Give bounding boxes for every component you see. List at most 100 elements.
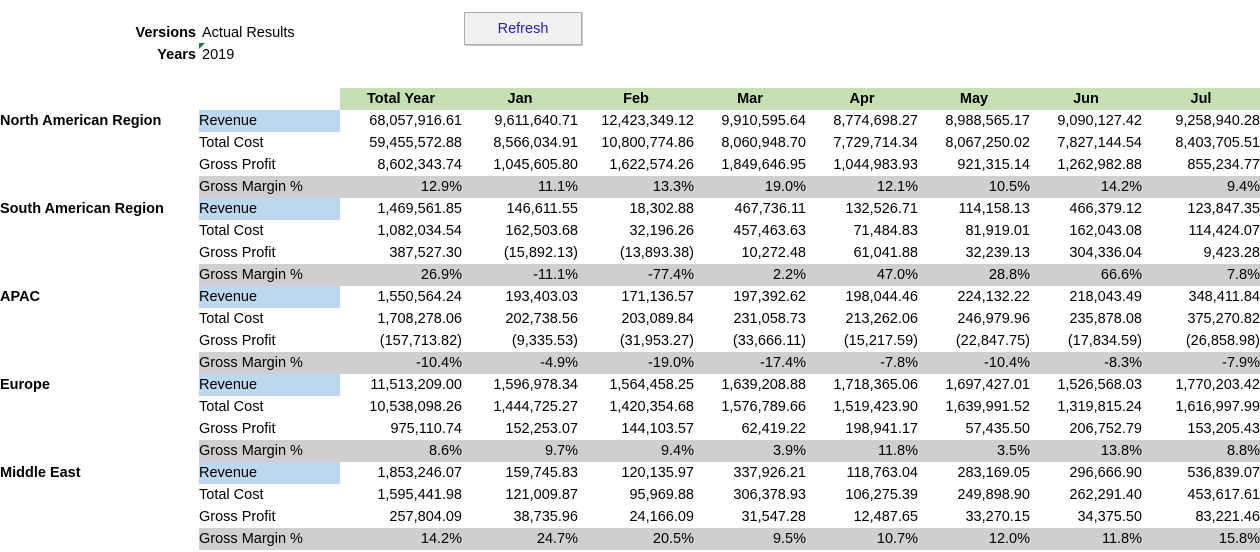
value-cell[interactable]: (22,847.75) [955, 333, 1030, 349]
value-cell[interactable]: 120,135.97 [621, 465, 694, 481]
value-cell[interactable]: 193,403.03 [505, 289, 578, 305]
value-cell[interactable]: 152,253.07 [505, 421, 578, 437]
value-cell[interactable]: 921,315.14 [957, 157, 1030, 173]
value-cell[interactable]: 7,729,714.34 [833, 135, 918, 151]
value-cell[interactable]: 1,550,564.24 [377, 289, 462, 305]
value-cell[interactable]: 12,487.65 [853, 509, 918, 525]
value-cell[interactable]: 47.0% [806, 264, 918, 286]
value-cell[interactable]: 8.6% [340, 440, 462, 462]
value-cell[interactable]: 11.1% [462, 176, 578, 198]
value-cell[interactable]: 162,043.08 [1069, 223, 1142, 239]
value-cell[interactable]: 1,469,561.85 [377, 201, 462, 217]
refresh-button[interactable]: Refresh [464, 12, 582, 45]
value-cell[interactable]: -4.9% [462, 352, 578, 374]
value-cell[interactable]: 213,262.06 [845, 311, 918, 327]
value-cell[interactable]: (15,217.59) [843, 333, 918, 349]
value-cell[interactable]: 1,616,997.99 [1175, 399, 1260, 415]
value-cell[interactable]: 8.8% [1142, 440, 1260, 462]
value-cell[interactable]: 10.5% [918, 176, 1030, 198]
value-cell[interactable]: 257,804.09 [389, 509, 462, 525]
metric-label[interactable]: Revenue [199, 462, 340, 484]
value-cell[interactable]: -10.4% [918, 352, 1030, 374]
value-cell[interactable]: 68,057,916.61 [369, 113, 462, 129]
value-cell[interactable]: 1,082,034.54 [377, 223, 462, 239]
value-cell[interactable]: 9,423.28 [1203, 245, 1260, 261]
value-cell[interactable]: 132,526.71 [845, 201, 918, 217]
value-cell[interactable]: 1,639,991.52 [945, 399, 1030, 415]
value-cell[interactable]: 162,503.68 [505, 223, 578, 239]
metric-label[interactable]: Revenue [199, 110, 340, 132]
value-cell[interactable]: 95,969.88 [629, 487, 694, 503]
value-cell[interactable]: 235,878.08 [1069, 311, 1142, 327]
value-cell[interactable]: 536,839.07 [1187, 465, 1260, 481]
value-cell[interactable]: 8,403,705.51 [1175, 135, 1260, 151]
value-cell[interactable]: 10,800,774.86 [601, 135, 694, 151]
value-cell[interactable]: 171,136.57 [621, 289, 694, 305]
region-label[interactable]: Middle East [0, 465, 81, 481]
value-cell[interactable]: 203,089.84 [621, 311, 694, 327]
value-cell[interactable]: 1,044,983.93 [833, 157, 918, 173]
value-cell[interactable]: 3.5% [918, 440, 1030, 462]
region-label[interactable]: South American Region [0, 201, 164, 217]
value-cell[interactable]: -17.4% [694, 352, 806, 374]
value-cell[interactable]: 81,919.01 [965, 223, 1030, 239]
value-cell[interactable]: 144,103.57 [621, 421, 694, 437]
value-cell[interactable]: 14.2% [340, 528, 462, 550]
years-value[interactable]: 2019 [202, 47, 235, 63]
value-cell[interactable]: 246,979.96 [957, 311, 1030, 327]
value-cell[interactable]: 12,423,349.12 [601, 113, 694, 129]
value-cell[interactable]: 224,132.22 [957, 289, 1030, 305]
value-cell[interactable]: 13.8% [1030, 440, 1142, 462]
metric-label[interactable]: Revenue [199, 198, 340, 220]
value-cell[interactable]: 62,419.22 [741, 421, 806, 437]
value-cell[interactable]: 8,067,250.02 [945, 135, 1030, 151]
value-cell[interactable]: 7,827,144.54 [1057, 135, 1142, 151]
value-cell[interactable]: (157,713.82) [379, 333, 462, 349]
metric-label[interactable]: Gross Margin % [199, 528, 340, 550]
value-cell[interactable]: 31,547.28 [741, 509, 806, 525]
value-cell[interactable]: 159,745.83 [505, 465, 578, 481]
metric-label[interactable]: Total Cost [199, 399, 264, 415]
value-cell[interactable]: 12.1% [806, 176, 918, 198]
value-cell[interactable]: 153,205.43 [1187, 421, 1260, 437]
value-cell[interactable]: 59,455,572.88 [369, 135, 462, 151]
value-cell[interactable]: 114,424.07 [1188, 223, 1260, 239]
value-cell[interactable]: 114,158.13 [958, 201, 1031, 217]
region-label[interactable]: APAC [0, 289, 41, 305]
value-cell[interactable]: 1,420,354.68 [609, 399, 694, 415]
value-cell[interactable]: 387,527.30 [389, 245, 462, 261]
value-cell[interactable]: 9,910,595.64 [721, 113, 806, 129]
value-cell[interactable]: 231,058.73 [733, 311, 806, 327]
value-cell[interactable]: 198,044.46 [845, 289, 918, 305]
value-cell[interactable]: 466,379.12 [1069, 201, 1142, 217]
metric-label[interactable]: Gross Profit [199, 421, 276, 437]
value-cell[interactable]: 1,564,458.25 [609, 377, 694, 393]
value-cell[interactable]: 8,774,698.27 [833, 113, 918, 129]
value-cell[interactable]: 12.0% [918, 528, 1030, 550]
metric-label[interactable]: Total Cost [199, 135, 264, 151]
value-cell[interactable]: -77.4% [578, 264, 694, 286]
value-cell[interactable]: (15,892.13) [503, 245, 578, 261]
value-cell[interactable]: 32,239.13 [965, 245, 1030, 261]
value-cell[interactable]: 1,319,815.24 [1057, 399, 1142, 415]
value-cell[interactable]: 197,392.62 [733, 289, 806, 305]
value-cell[interactable]: 202,738.56 [505, 311, 578, 327]
value-cell[interactable]: 71,484.83 [853, 223, 918, 239]
value-cell[interactable]: 1,262,982.88 [1057, 157, 1142, 173]
value-cell[interactable]: 19.0% [694, 176, 806, 198]
value-cell[interactable]: 1,770,203.42 [1175, 377, 1260, 393]
value-cell[interactable]: 24,166.09 [629, 509, 694, 525]
value-cell[interactable]: 306,378.93 [733, 487, 806, 503]
versions-value[interactable]: Actual Results [202, 25, 295, 41]
value-cell[interactable]: 1,639,208.88 [721, 377, 806, 393]
value-cell[interactable]: 34,375.50 [1077, 509, 1142, 525]
value-cell[interactable]: 8,602,343.74 [377, 157, 462, 173]
value-cell[interactable]: 33,270.15 [965, 509, 1030, 525]
value-cell[interactable]: 121,009.87 [505, 487, 578, 503]
value-cell[interactable]: 348,411.84 [1188, 289, 1260, 305]
value-cell[interactable]: 198,941.17 [845, 421, 918, 437]
value-cell[interactable]: 206,752.79 [1069, 421, 1142, 437]
metric-label[interactable]: Gross Profit [199, 157, 276, 173]
value-cell[interactable]: 9,090,127.42 [1057, 113, 1142, 129]
value-cell[interactable]: 249,898.90 [957, 487, 1030, 503]
